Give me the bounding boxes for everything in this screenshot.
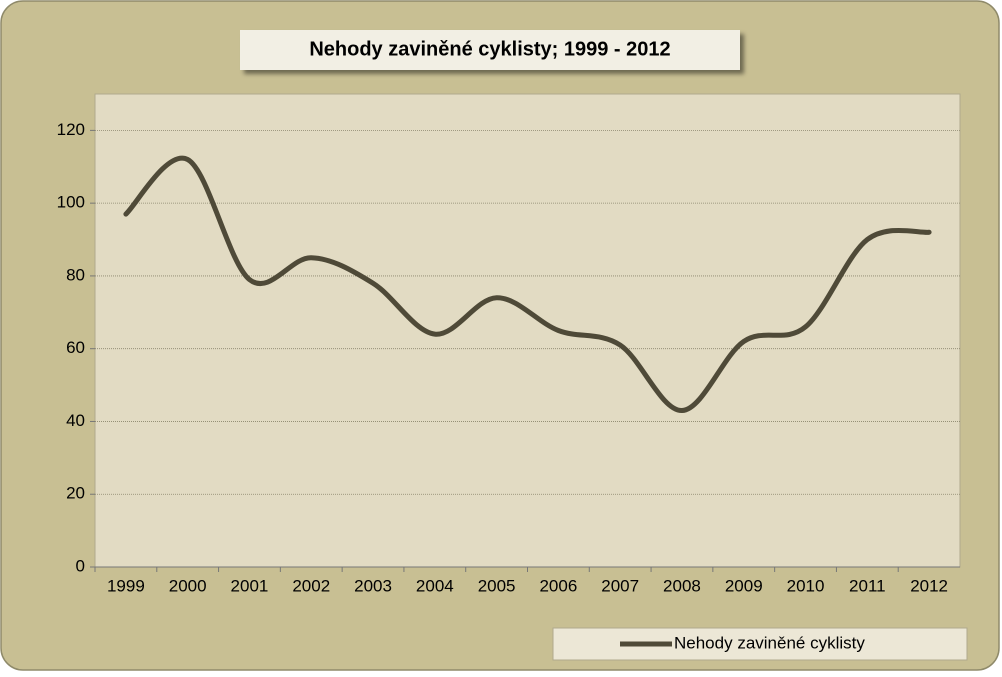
x-tick-label: 2004 — [416, 576, 454, 595]
x-tick-label: 2006 — [539, 576, 577, 595]
y-tick-label: 80 — [66, 265, 85, 284]
y-tick-label: 100 — [57, 193, 85, 212]
x-tick-label: 2001 — [231, 576, 269, 595]
x-tick-label: 2007 — [601, 576, 639, 595]
x-tick-label: 2008 — [663, 576, 701, 595]
x-tick-label: 2002 — [292, 576, 330, 595]
chart-title: Nehody zaviněné cyklisty; 1999 - 2012 — [309, 38, 670, 60]
y-tick-label: 0 — [76, 556, 85, 575]
x-tick-label: 2011 — [849, 576, 886, 595]
x-tick-label: 1999 — [107, 576, 145, 595]
x-tick-label: 2005 — [478, 576, 516, 595]
legend-label: Nehody zaviněné cyklisty — [674, 633, 865, 652]
y-tick-label: 20 — [66, 484, 85, 503]
y-tick-label: 40 — [66, 411, 85, 430]
x-tick-label: 2000 — [169, 576, 207, 595]
x-tick-label: 2010 — [787, 576, 825, 595]
x-tick-label: 2012 — [910, 576, 948, 595]
series-line — [123, 155, 932, 414]
x-tick-label: 2009 — [725, 576, 763, 595]
y-tick-label: 60 — [66, 338, 85, 357]
plot-area — [94, 93, 961, 568]
x-tick-label: 2003 — [354, 576, 392, 595]
title-box — [240, 30, 740, 70]
y-tick-label: 120 — [57, 120, 85, 139]
